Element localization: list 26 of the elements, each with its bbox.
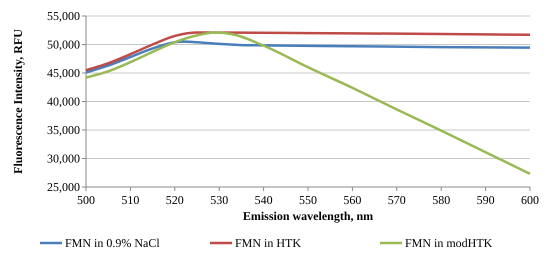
line-series <box>84 40 532 74</box>
x-tick-label: 560 <box>343 193 362 207</box>
x-tick-label: 580 <box>432 193 450 207</box>
y-tick-label: 35,000 <box>47 123 80 138</box>
y-tick-label: 25,000 <box>47 180 80 194</box>
legend-label: FMN in 0.9% NaCl <box>65 236 160 250</box>
x-tick-label: 520 <box>166 193 184 207</box>
x-tick-label: 510 <box>121 193 140 207</box>
y-tick-label: 50,000 <box>47 38 80 52</box>
y-tick-label: 30,000 <box>47 152 80 166</box>
y-tick-label: 40,000 <box>47 94 80 109</box>
y-axis-title: Fluorescence Intensity, RFU <box>11 28 25 174</box>
x-tick-label: 590 <box>476 193 495 207</box>
x-tick-label: 500 <box>77 193 95 207</box>
x-tick-label: 550 <box>299 193 317 207</box>
y-tick-label: 45,000 <box>47 66 80 80</box>
y-tick-label: 55,000 <box>47 9 80 24</box>
x-tick-label: 570 <box>388 193 406 207</box>
x-tick-label: 530 <box>210 193 228 207</box>
x-axis-title: Emission wavelength, nm <box>242 209 374 223</box>
x-tick-label: 540 <box>254 193 273 207</box>
line-series <box>84 31 532 176</box>
x-tick-label: 600 <box>521 193 539 207</box>
legend-label: FMN in modHTK <box>405 236 493 250</box>
legend-label: FMN in HTK <box>235 236 302 250</box>
line-series <box>84 31 532 72</box>
